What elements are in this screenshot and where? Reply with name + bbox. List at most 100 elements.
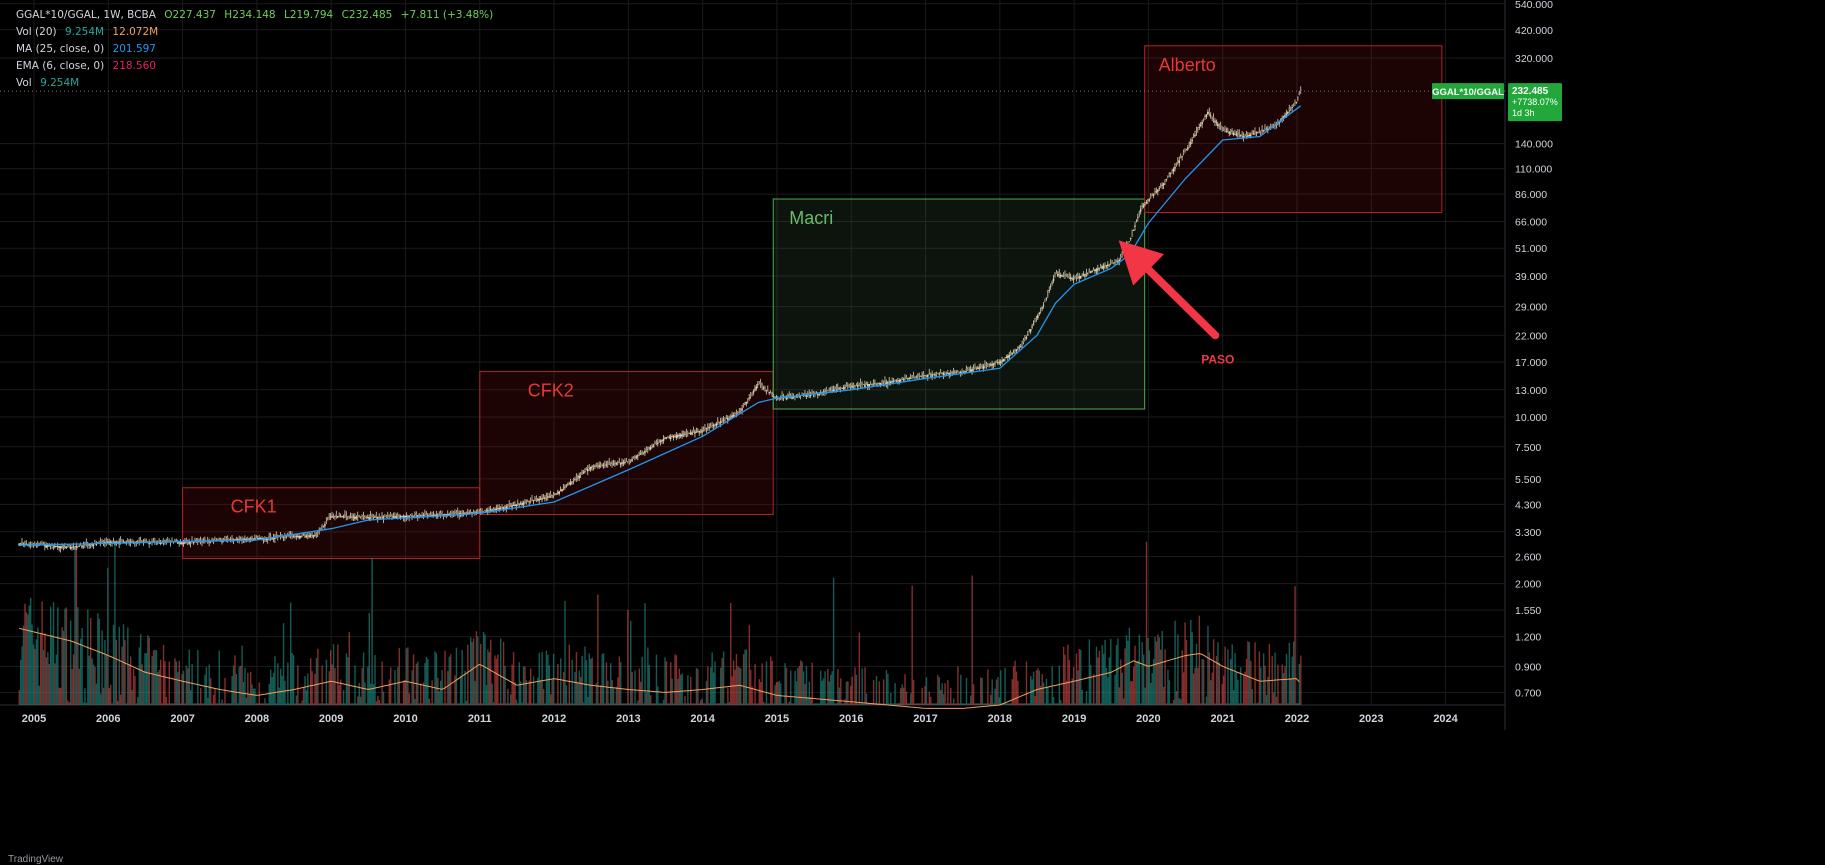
candle-body: [1235, 133, 1238, 136]
volume-bar: [920, 703, 922, 705]
candle-body: [564, 486, 566, 488]
volume-bar: [484, 634, 486, 705]
volume-bar: [804, 684, 806, 705]
volume-bar: [744, 649, 746, 705]
candle-body: [1104, 264, 1106, 266]
volume-bar: [317, 648, 319, 705]
volume-bar: [1087, 703, 1089, 705]
volume-bar: [710, 667, 712, 705]
volume-bar: [118, 626, 120, 705]
volume-bar: [985, 703, 988, 705]
volume-bar: [1185, 640, 1188, 705]
candle-body: [714, 424, 716, 425]
candle-body: [652, 445, 655, 448]
candle-body: [592, 465, 595, 467]
volume-bar: [1291, 656, 1293, 705]
volume-bar: [578, 670, 580, 705]
volume-bar: [684, 696, 686, 705]
legend-open: O227.437: [164, 9, 216, 21]
volume-bar: [558, 703, 560, 705]
candle-body: [981, 366, 983, 368]
candle-body: [735, 413, 738, 414]
volume-bar: [887, 673, 889, 705]
volume-bar: [747, 703, 749, 705]
candle-body: [649, 447, 652, 450]
candle-body: [1145, 202, 1148, 204]
volume-bar: [651, 703, 653, 705]
candle-body: [934, 374, 936, 376]
volume-bar: [51, 634, 53, 705]
volume-bar: [948, 703, 951, 705]
candle-body: [426, 515, 429, 516]
volume-bar: [1055, 703, 1058, 705]
candle-body: [704, 427, 706, 430]
volume-bar: [798, 665, 801, 705]
candle-body: [651, 444, 653, 447]
candle-body: [629, 459, 632, 461]
volume-bar: [232, 665, 235, 705]
volume-bar: [1270, 703, 1272, 705]
volume-bar: [340, 679, 342, 705]
candle-body: [298, 535, 300, 539]
volume-bar: [638, 668, 641, 705]
candle-body: [1044, 301, 1046, 302]
legend-vol20-row[interactable]: Vol (20) 9.254M 12.072M: [16, 24, 498, 41]
candle-body: [1207, 111, 1209, 115]
volume-bar: [872, 679, 875, 705]
volume-bar: [650, 695, 652, 705]
candle-body: [506, 505, 509, 507]
volume-bar: [1091, 703, 1093, 705]
volume-bar: [1290, 678, 1292, 705]
volume-bar: [1165, 703, 1168, 705]
candle-body: [301, 535, 303, 537]
legend-ma-row[interactable]: MA (25, close, 0) 201.597: [16, 41, 498, 58]
volume-bar: [322, 703, 325, 705]
volume-bar: [1175, 690, 1178, 705]
legend-ema-row[interactable]: EMA (6, close, 0) 218.560: [16, 58, 498, 75]
candle-body: [605, 464, 608, 466]
candle-body: [709, 425, 712, 427]
candle-body: [631, 459, 633, 462]
volume-bar: [347, 657, 349, 705]
tradingview-logo[interactable]: TradingView: [8, 854, 64, 865]
volume-bar: [1057, 703, 1059, 705]
candle-body: [696, 429, 699, 432]
volume-bar: [442, 703, 445, 705]
time-tick-label: 2013: [616, 713, 640, 725]
candle-body: [824, 391, 826, 393]
candle-body: [375, 514, 378, 517]
candle-body: [595, 463, 598, 466]
volume-bar: [149, 703, 152, 705]
candle-body: [1071, 278, 1073, 279]
legend-symbol[interactable]: GGAL*10/GGAL, 1W, BCBA: [16, 9, 156, 21]
candle-body: [1187, 147, 1189, 150]
legend-vol-label: Vol: [16, 77, 32, 89]
volume-bar: [908, 703, 911, 705]
candle-body: [884, 380, 886, 383]
candle-body: [1182, 152, 1185, 155]
candle-body: [565, 485, 568, 487]
volume-bar: [99, 693, 102, 705]
volume-bar: [405, 648, 408, 705]
volume-bar: [1005, 703, 1008, 705]
legend-vol-row[interactable]: Vol 9.254M: [16, 75, 498, 92]
candle-body: [1022, 340, 1025, 343]
price-tick-label: 2.000: [1515, 579, 1541, 591]
candle-body: [119, 539, 122, 542]
volume-bar: [522, 666, 525, 705]
volume-bar: [247, 672, 249, 705]
volume-bar: [502, 641, 505, 705]
volume-bar: [1148, 650, 1151, 705]
candle-body: [899, 379, 902, 382]
volume-bar: [1014, 660, 1016, 705]
volume-bar: [481, 703, 483, 705]
candle-body: [371, 514, 373, 518]
candle-body: [1158, 188, 1161, 189]
volume-bar: [1047, 686, 1049, 705]
volume-bar: [695, 667, 698, 705]
candle-body: [752, 391, 755, 393]
volume-bar: [1124, 648, 1126, 705]
volume-bar: [508, 703, 510, 705]
volume-bar: [711, 652, 713, 705]
